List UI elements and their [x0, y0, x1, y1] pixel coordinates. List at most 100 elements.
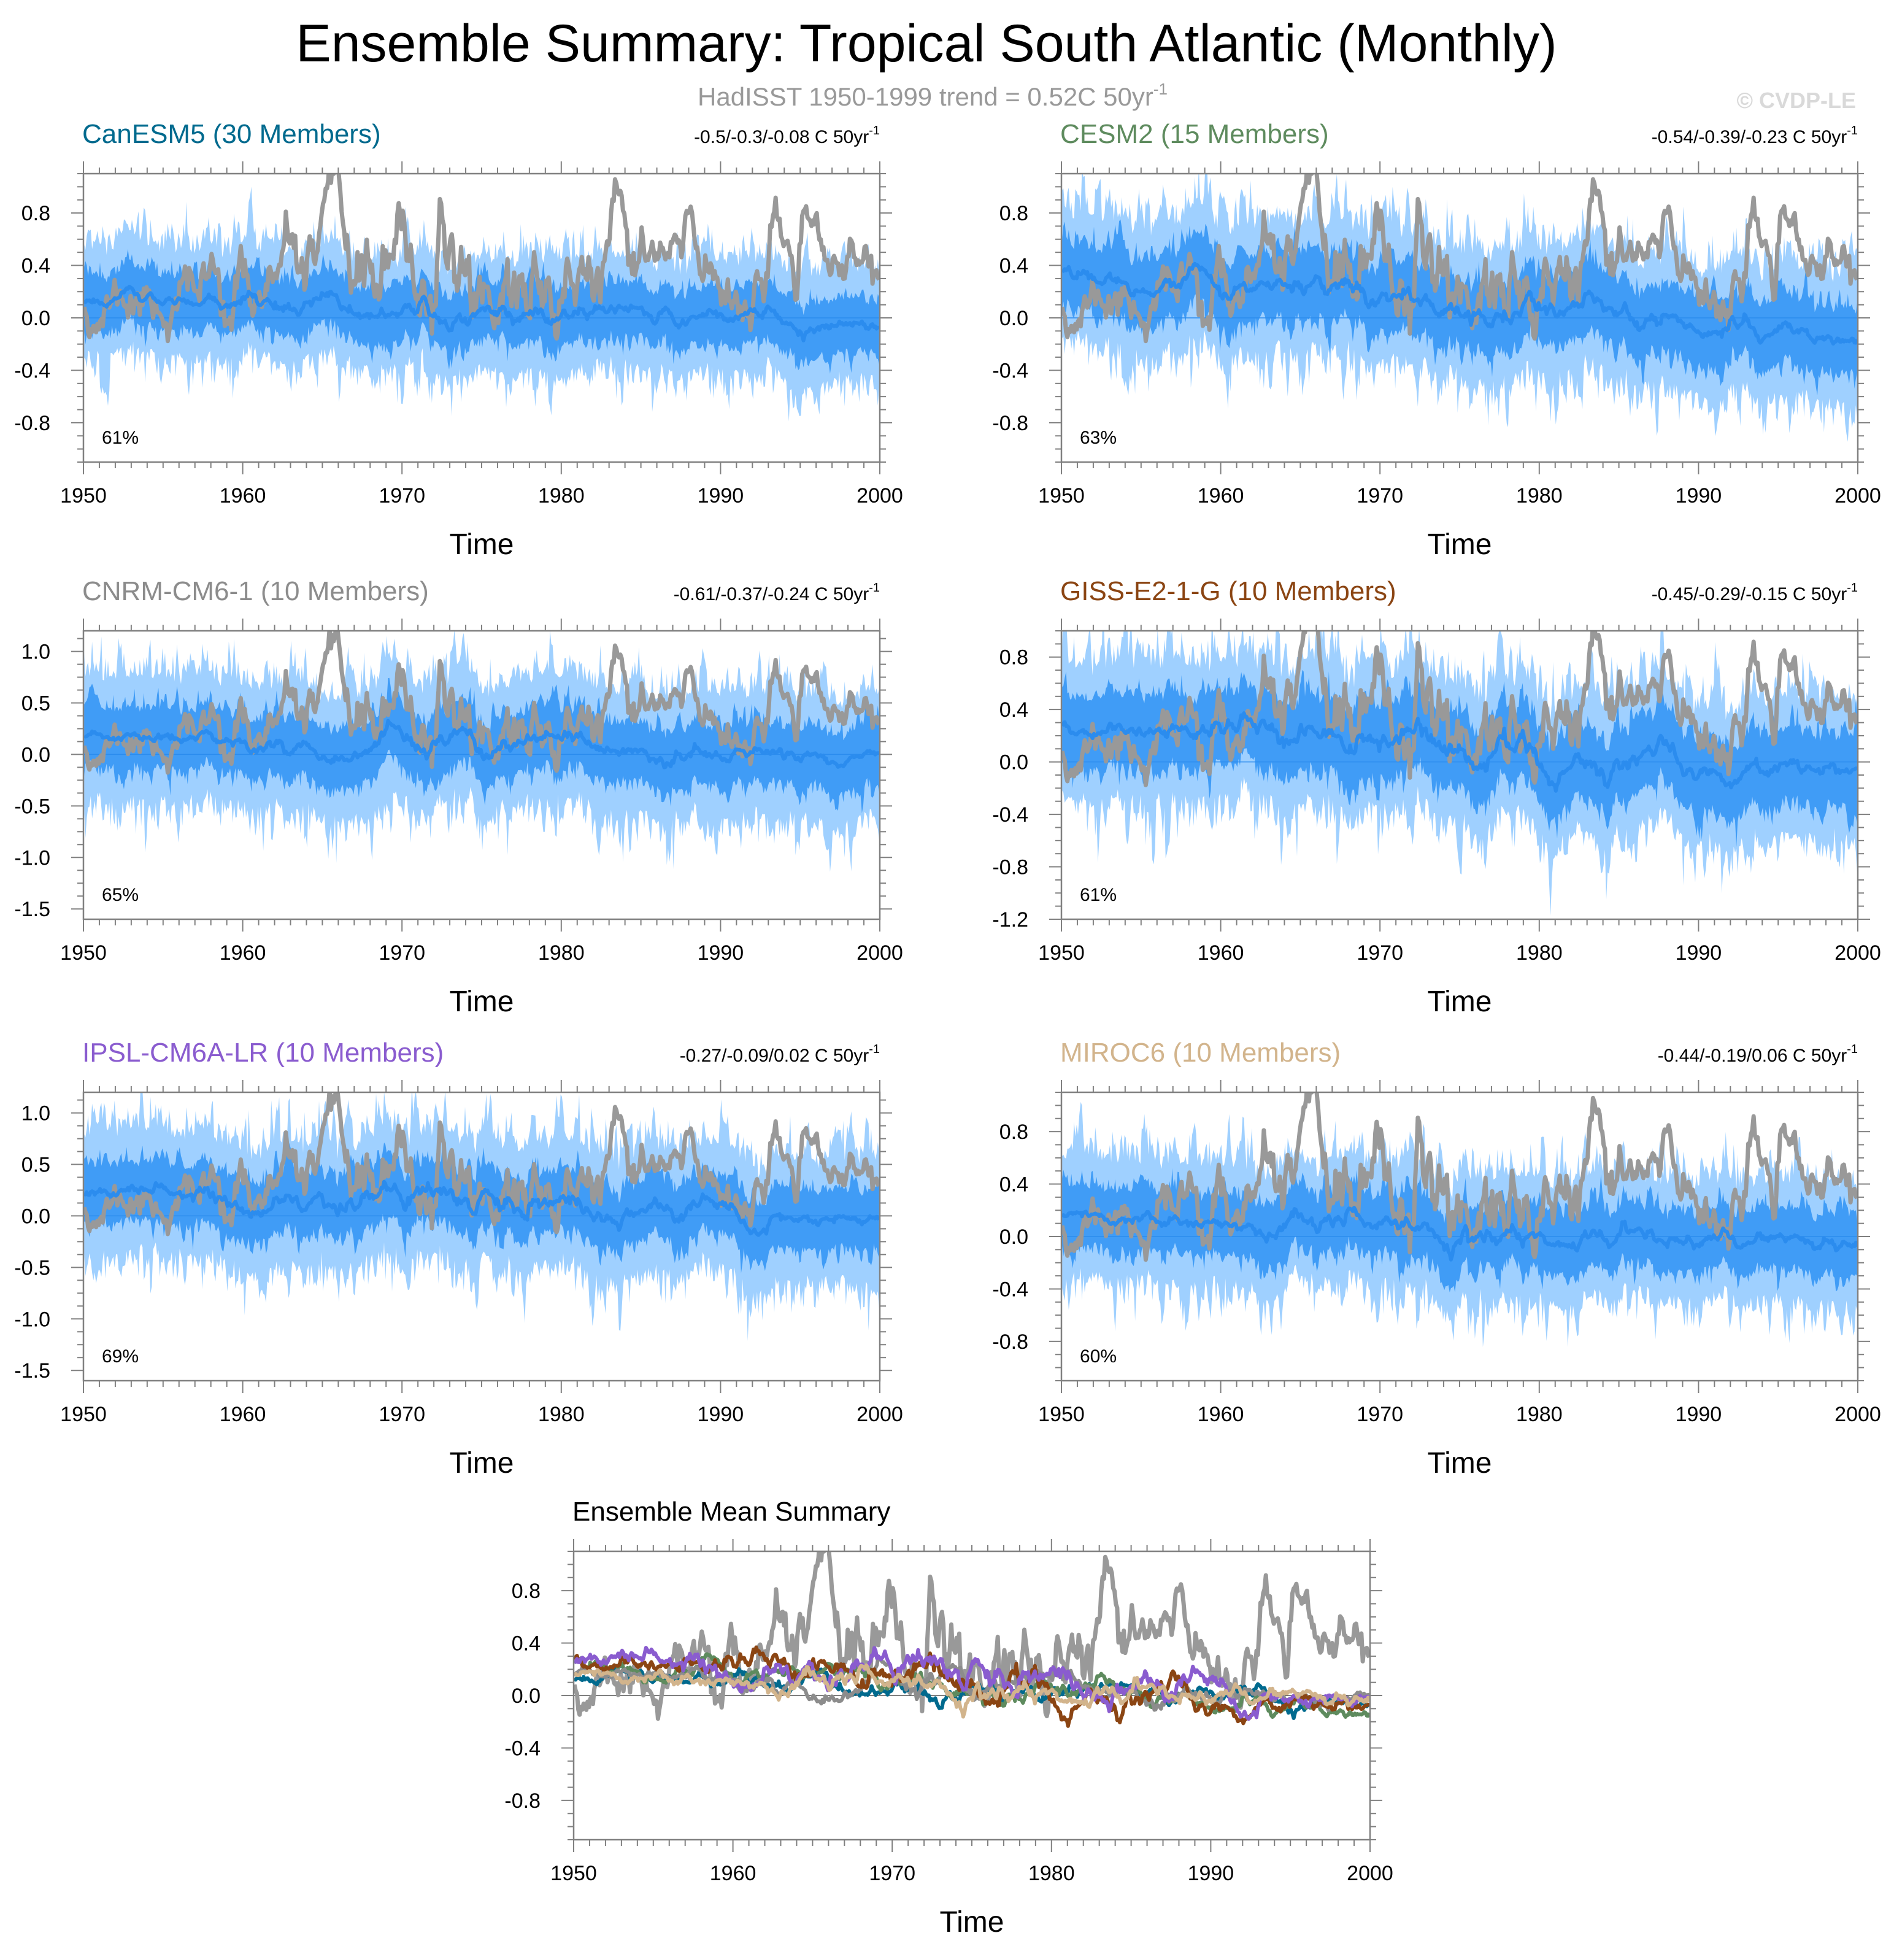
panel-title-ipsl-cm6a-lr-10-members: IPSL-CM6A-LR (10 Members): [82, 1038, 444, 1068]
y-tick-label: -0.5: [14, 795, 50, 818]
series-ipsl-cm6a-lr: [574, 1646, 1370, 1721]
trend-value: -0.54/-0.39/-0.23 C 50yr: [1652, 127, 1847, 147]
x-tick-label: 1960: [1198, 1403, 1244, 1426]
x-tick-label: 1970: [379, 484, 425, 507]
copyright-label: © CVDP-LE: [1736, 88, 1856, 113]
plot-area-cnrm-cm6-1-10-members: [83, 631, 880, 872]
trend-superscript: -1: [869, 581, 880, 595]
series-ensemble-mean: [83, 719, 880, 770]
trend-superscript: -1: [1847, 1043, 1858, 1056]
x-axis-label: Time: [1428, 528, 1492, 561]
y-tick-label: -0.8: [504, 1789, 541, 1813]
ensemble-spread-band: [84, 1141, 879, 1273]
y-tick-label: -1.0: [14, 1308, 50, 1331]
y-tick-label: 0.8: [999, 1121, 1028, 1144]
plot-area-canesm5-30-members: [83, 174, 880, 422]
y-tick-label: 0.4: [512, 1632, 541, 1656]
series-ensemble-mean: [83, 285, 880, 342]
plot-area-cesm2-15-members: [1061, 174, 1858, 442]
x-tick-label: 1960: [220, 1403, 266, 1426]
percent-label: 61%: [1080, 885, 1117, 905]
percent-label: 65%: [102, 885, 139, 905]
x-tick-label: 1960: [1198, 484, 1244, 507]
x-tick-label: 2000: [1834, 484, 1881, 507]
x-tick-label: 1970: [1357, 1403, 1403, 1426]
series-hadisst: [83, 631, 880, 775]
percent-label: 60%: [1080, 1346, 1117, 1367]
y-tick-label: -0.4: [14, 359, 50, 382]
series-hadisst: [1061, 174, 1858, 344]
percent-label: 69%: [102, 1346, 139, 1367]
panel-title-cnrm-cm6-1-10-members: CNRM-CM6-1 (10 Members): [82, 576, 429, 606]
trend-superscript: -1: [1847, 581, 1858, 595]
panel-title-cesm2-15-members: CESM2 (15 Members): [1060, 119, 1329, 149]
trend-text-ipsl-cm6a-lr-10-members: -0.27/-0.09/0.02 C 50yr-1: [680, 1043, 880, 1066]
x-tick-label: 1950: [1038, 484, 1085, 507]
x-tick-label: 1950: [60, 941, 107, 965]
y-tick-label: 1.0: [21, 641, 50, 664]
x-tick-label: 1950: [1038, 941, 1085, 965]
series-ensemble-mean: [1061, 261, 1858, 346]
trend-value: -0.61/-0.37/-0.24 C 50yr: [674, 584, 869, 604]
panel-giss-e2-1-g-10-members: GISS-E2-1-G (10 Members) -0.45/-0.29/-0.1…: [992, 576, 1881, 1018]
x-axis-label: Time: [450, 1447, 514, 1480]
y-tick-label: -0.4: [992, 1278, 1028, 1301]
x-tick-label: 1990: [1188, 1862, 1234, 1885]
y-tick-label: 0.8: [999, 646, 1028, 669]
ensemble-spread-band: [84, 677, 879, 814]
y-tick-label: 1.0: [21, 1102, 50, 1125]
trend-value: -0.45/-0.29/-0.15 C 50yr: [1652, 584, 1847, 604]
y-tick-label: -0.5: [14, 1256, 50, 1279]
trend-value: -0.27/-0.09/0.02 C 50yr: [680, 1046, 869, 1066]
y-tick-label: 0.8: [512, 1580, 541, 1603]
x-tick-label: 1960: [1198, 941, 1244, 965]
y-tick-label: -0.8: [992, 856, 1028, 879]
trend-value: -0.5/-0.3/-0.08 C 50yr: [694, 127, 869, 147]
trend-superscript: -1: [1847, 124, 1858, 137]
x-tick-label: 2000: [1347, 1862, 1393, 1885]
y-tick-label: -0.4: [992, 359, 1028, 382]
x-tick-label: 1990: [698, 941, 744, 965]
x-tick-label: 2000: [857, 1403, 903, 1426]
y-tick-label: 0.0: [512, 1684, 541, 1708]
y-tick-label: 0.0: [21, 1205, 50, 1228]
subtitle-text: HadISST 1950-1999 trend = 0.52C 50yr: [698, 82, 1153, 111]
x-tick-label: 1980: [538, 1403, 585, 1426]
x-tick-label: 1970: [379, 941, 425, 965]
x-tick-label: 1970: [379, 1403, 425, 1426]
y-tick-label: -1.5: [14, 1359, 50, 1383]
x-tick-label: 1990: [698, 1403, 744, 1426]
x-axis-label: Time: [450, 986, 514, 1018]
y-tick-label: -1.0: [14, 846, 50, 870]
x-tick-label: 2000: [1834, 941, 1881, 965]
plot-area-ensemble-mean-summary: [574, 1551, 1370, 1728]
trend-text-cnrm-cm6-1-10-members: -0.61/-0.37/-0.24 C 50yr-1: [674, 581, 880, 604]
x-tick-label: 2000: [857, 941, 903, 965]
x-axis-label: Time: [1428, 1447, 1492, 1480]
y-tick-label: 0.0: [999, 1225, 1028, 1249]
y-tick-label: 0.4: [999, 698, 1028, 722]
trend-value: -0.44/-0.19/0.06 C 50yr: [1658, 1046, 1847, 1066]
series-miroc6: [574, 1663, 1370, 1719]
percent-label: 61%: [102, 428, 139, 448]
trend-text-miroc6-10-members: -0.44/-0.19/0.06 C 50yr-1: [1658, 1043, 1858, 1066]
x-axis-label: Time: [450, 528, 514, 561]
y-tick-label: -0.8: [14, 412, 50, 435]
y-tick-label: 0.0: [999, 751, 1028, 774]
x-tick-label: 1970: [1357, 941, 1403, 965]
panel-title-ensemble-mean-summary: Ensemble Mean Summary: [572, 1497, 890, 1527]
panel-cesm2-15-members: CESM2 (15 Members) -0.54/-0.39/-0.23 C 50…: [992, 119, 1881, 561]
y-tick-label: 0.8: [21, 202, 50, 225]
trend-text-giss-e2-1-g-10-members: -0.45/-0.29/-0.15 C 50yr-1: [1652, 581, 1858, 604]
x-tick-label: 1990: [698, 484, 744, 507]
x-tick-label: 2000: [857, 484, 903, 507]
panel-ipsl-cm6a-lr-10-members: IPSL-CM6A-LR (10 Members) -0.27/-0.09/0.0…: [14, 1038, 903, 1480]
trend-text-canesm5-30-members: -0.5/-0.3/-0.08 C 50yr-1: [694, 124, 880, 147]
x-tick-label: 1970: [1357, 484, 1403, 507]
y-tick-label: 0.4: [21, 255, 50, 278]
panels-group: CanESM5 (30 Members) -0.5/-0.3/-0.08 C 50…: [14, 119, 1881, 1939]
trend-text-cesm2-15-members: -0.54/-0.39/-0.23 C 50yr-1: [1652, 124, 1858, 147]
x-tick-label: 1980: [538, 941, 585, 965]
x-axis-label: Time: [940, 1906, 1004, 1939]
y-tick-label: 0.8: [999, 202, 1028, 225]
